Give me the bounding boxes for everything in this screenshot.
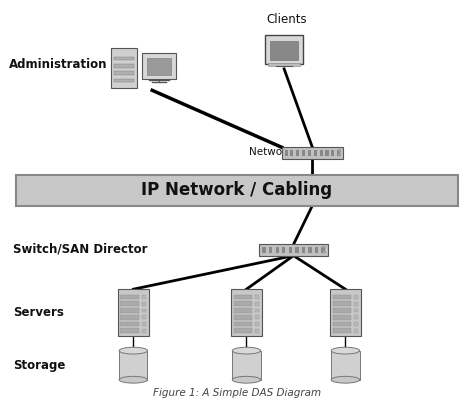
Bar (114, 57, 134, 60)
Bar (114, 71, 134, 75)
Bar (319, 150, 323, 156)
Bar (326, 150, 328, 156)
Bar (315, 247, 318, 253)
Bar (142, 329, 146, 333)
Bar (282, 147, 343, 159)
Ellipse shape (331, 376, 359, 383)
Bar (301, 247, 305, 253)
Bar (291, 150, 293, 156)
Bar (142, 302, 146, 306)
Bar (331, 150, 335, 156)
Bar (232, 351, 261, 380)
Ellipse shape (338, 153, 341, 156)
Bar (308, 150, 311, 156)
Text: Switch/SAN Director: Switch/SAN Director (13, 243, 148, 256)
Bar (333, 295, 351, 300)
Bar (255, 315, 259, 319)
Bar (337, 150, 340, 156)
Text: IP Network / Cabling: IP Network / Cabling (141, 182, 333, 199)
Ellipse shape (232, 376, 261, 383)
Bar (255, 309, 259, 313)
Bar (231, 289, 262, 336)
Bar (255, 302, 259, 306)
Bar (295, 247, 299, 253)
Bar (234, 302, 252, 306)
Bar (234, 322, 252, 326)
Bar (321, 247, 325, 253)
Bar (314, 150, 317, 156)
Ellipse shape (331, 347, 359, 354)
Ellipse shape (338, 149, 341, 152)
Bar (302, 150, 305, 156)
Bar (265, 35, 303, 64)
Bar (147, 58, 172, 75)
Bar (333, 328, 351, 333)
Ellipse shape (322, 246, 325, 249)
Bar (234, 295, 252, 300)
Text: Figure 1: A Simple DAS Diagram: Figure 1: A Simple DAS Diagram (153, 388, 321, 398)
Bar (282, 247, 285, 253)
Bar (354, 322, 358, 326)
Bar (114, 79, 134, 82)
Bar (354, 329, 358, 333)
Bar (120, 328, 139, 333)
Bar (120, 315, 139, 319)
Bar (263, 247, 266, 253)
Bar (333, 308, 351, 313)
Bar (120, 302, 139, 306)
Bar (354, 295, 358, 299)
Bar (234, 328, 252, 333)
Bar (120, 322, 139, 326)
Bar (114, 64, 134, 68)
Bar (255, 329, 259, 333)
Bar (255, 295, 259, 299)
Text: Network Switch: Network Switch (249, 147, 330, 157)
Bar (354, 302, 358, 306)
Bar (284, 150, 288, 156)
Bar (119, 351, 147, 380)
Bar (308, 247, 311, 253)
Bar (259, 244, 328, 256)
Bar (16, 175, 458, 206)
Bar (333, 302, 351, 306)
Ellipse shape (119, 347, 147, 354)
Text: Storage: Storage (13, 359, 65, 372)
Bar (234, 308, 252, 313)
Bar (255, 322, 259, 326)
Bar (354, 309, 358, 313)
Bar (142, 53, 176, 79)
Ellipse shape (232, 347, 261, 354)
Ellipse shape (322, 251, 325, 253)
Bar (234, 315, 252, 319)
Bar (275, 247, 279, 253)
Bar (120, 308, 139, 313)
Ellipse shape (119, 376, 147, 383)
Bar (289, 247, 292, 253)
Bar (268, 63, 300, 66)
Bar (331, 351, 359, 380)
Bar (118, 289, 149, 336)
Bar (142, 295, 146, 299)
Bar (270, 42, 298, 60)
Bar (269, 247, 273, 253)
Bar (333, 322, 351, 326)
Bar (296, 150, 299, 156)
Text: Servers: Servers (13, 306, 64, 319)
Bar (120, 295, 139, 300)
Bar (111, 48, 137, 88)
Bar (142, 315, 146, 319)
Bar (333, 315, 351, 319)
Bar (330, 289, 361, 336)
Bar (354, 315, 358, 319)
Text: Administration: Administration (9, 57, 107, 70)
Bar (142, 309, 146, 313)
Text: Clients: Clients (266, 13, 307, 26)
Bar (142, 322, 146, 326)
